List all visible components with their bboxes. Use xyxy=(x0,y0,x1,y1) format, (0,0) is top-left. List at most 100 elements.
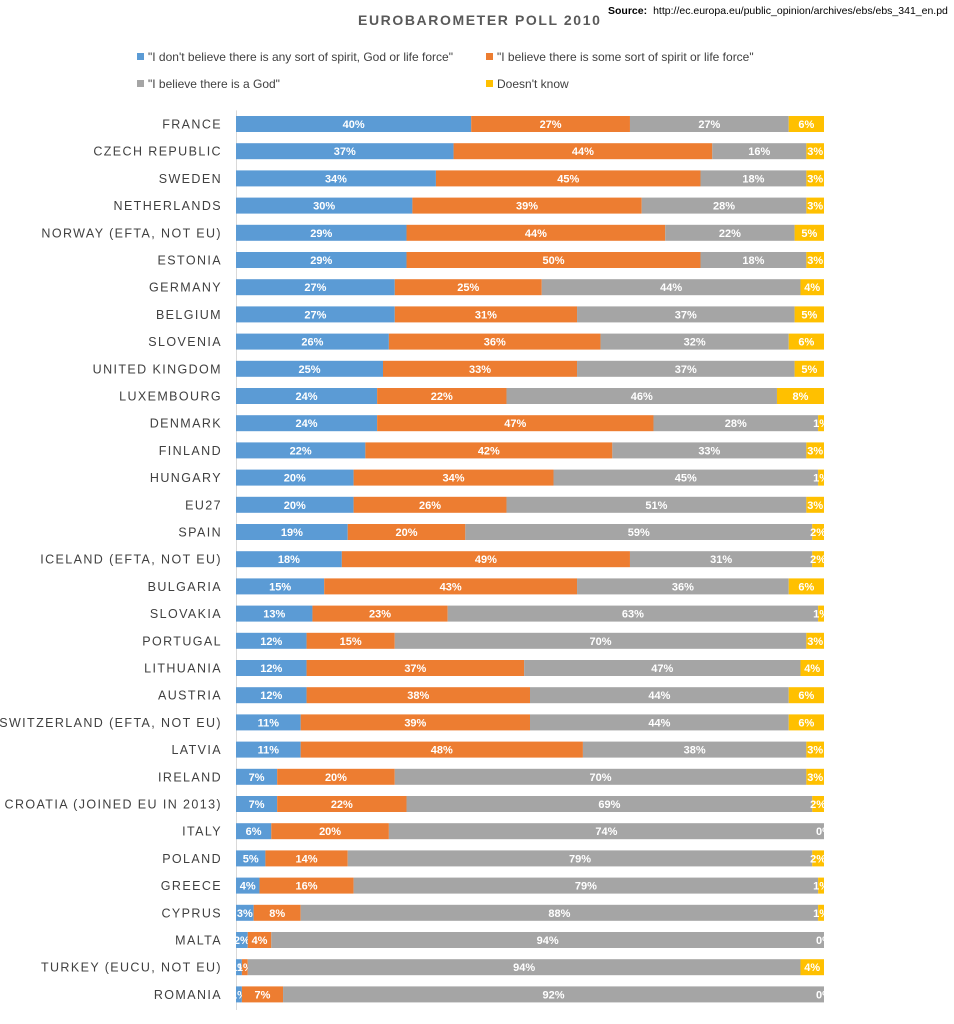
data-label-dont-know: 3% xyxy=(807,772,823,784)
bar-dont-know xyxy=(800,959,824,976)
data-label-dont-know: 2% xyxy=(810,853,826,865)
data-label-no-belief: 7% xyxy=(249,799,265,811)
category-label: AUSTRIA xyxy=(158,689,222,703)
data-label-no-belief: 26% xyxy=(301,337,323,349)
data-label-dont-know: 5% xyxy=(801,364,817,376)
data-label-no-belief: 25% xyxy=(298,364,320,376)
bar-spirit xyxy=(271,823,389,840)
data-label-spirit: 48% xyxy=(431,745,453,757)
bar-no-belief xyxy=(236,877,260,894)
data-label-no-belief: 34% xyxy=(325,173,347,185)
source-url[interactable]: http://ec.europa.eu/public_opinion/archi… xyxy=(653,5,948,17)
data-label-god: 36% xyxy=(672,581,694,593)
data-label-spirit: 15% xyxy=(340,636,362,648)
data-label-spirit: 38% xyxy=(407,690,429,702)
bar-dont-know xyxy=(806,197,824,214)
data-label-dont-know: 1% xyxy=(813,881,829,893)
data-label-spirit: 27% xyxy=(540,119,562,131)
bar-spirit xyxy=(471,116,630,132)
data-label-no-belief: 5% xyxy=(243,853,259,865)
data-label-spirit: 23% xyxy=(369,609,391,621)
data-label-no-belief: 12% xyxy=(260,690,282,702)
data-label-dont-know: 3% xyxy=(807,500,823,512)
data-label-dont-know: 8% xyxy=(793,391,809,403)
data-label-spirit: 36% xyxy=(484,337,506,349)
bar-no-belief xyxy=(236,986,242,1003)
bar-no-belief xyxy=(236,252,407,268)
category-label: CROATIA (JOINED EU IN 2013) xyxy=(5,798,222,812)
bar-dont-know xyxy=(794,306,824,323)
bar-no-belief xyxy=(236,687,307,704)
data-label-spirit: 16% xyxy=(296,881,318,893)
bar-god xyxy=(394,632,807,649)
data-label-god: 45% xyxy=(675,473,697,485)
data-label-spirit: 50% xyxy=(543,255,565,267)
data-label-god: 18% xyxy=(742,255,764,267)
data-label-no-belief: 22% xyxy=(290,445,312,457)
data-label-no-belief: 24% xyxy=(296,391,318,403)
bar-no-belief xyxy=(236,333,389,350)
bar-spirit xyxy=(300,741,583,758)
data-label-spirit: 47% xyxy=(504,418,526,430)
data-label-god: 32% xyxy=(684,337,706,349)
bar-god xyxy=(530,687,789,704)
bar-god xyxy=(653,415,819,432)
category-label: SLOVENIA xyxy=(148,335,222,349)
source-note[interactable]: Source: http://ec.europa.eu/public_opinio… xyxy=(608,5,954,17)
bar-spirit xyxy=(312,605,448,622)
data-label-no-belief: 11% xyxy=(258,745,280,757)
category-label: NETHERLANDS xyxy=(114,199,222,213)
bar-dont-know xyxy=(806,442,824,459)
bar-god xyxy=(629,116,789,132)
data-label-dont-know: 3% xyxy=(807,445,823,457)
bar-god xyxy=(300,904,819,921)
data-label-god: 46% xyxy=(631,391,653,403)
bar-spirit xyxy=(353,496,507,513)
bar-no-belief xyxy=(236,224,407,241)
category-label: FINLAND xyxy=(159,444,222,458)
data-label-no-belief: 2% xyxy=(234,935,250,947)
data-label-dont-know: 2% xyxy=(810,527,826,539)
bar-spirit xyxy=(341,551,630,568)
bar-spirit xyxy=(388,333,601,350)
data-label-no-belief: 12% xyxy=(260,636,282,648)
category-label: SPAIN xyxy=(178,526,222,540)
data-label-spirit: 43% xyxy=(440,581,462,593)
bar-god xyxy=(577,578,789,595)
data-label-no-belief: 6% xyxy=(246,826,262,838)
bar-no-belief xyxy=(236,796,278,812)
category-label: IRELAND xyxy=(158,770,222,784)
data-label-god: 74% xyxy=(595,826,617,838)
data-label-god: 88% xyxy=(548,908,570,920)
data-label-god: 44% xyxy=(660,282,682,294)
bar-no-belief xyxy=(236,823,272,840)
bar-god xyxy=(394,768,807,785)
data-label-god: 92% xyxy=(543,989,565,1001)
bar-god xyxy=(506,496,807,513)
bar-god xyxy=(577,360,795,377)
data-label-spirit: 45% xyxy=(557,173,579,185)
bar-spirit xyxy=(306,632,395,649)
bar-god xyxy=(247,959,801,976)
data-label-god: 79% xyxy=(569,853,591,865)
data-label-no-belief: 20% xyxy=(284,473,306,485)
bar-god xyxy=(465,524,813,540)
category-label: FRANCE xyxy=(162,118,222,132)
data-label-god: 33% xyxy=(698,445,720,457)
data-label-god: 47% xyxy=(651,663,673,675)
data-label-spirit: 39% xyxy=(404,717,426,729)
legend-swatch-spirit xyxy=(486,53,493,60)
data-label-spirit: 39% xyxy=(516,201,538,213)
data-label-no-belief: 24% xyxy=(296,418,318,430)
data-label-god: 94% xyxy=(513,962,535,974)
bar-dont-know xyxy=(818,904,824,921)
category-label: CYPRUS xyxy=(162,906,223,920)
bar-god xyxy=(347,850,813,867)
data-label-god: 37% xyxy=(675,309,697,321)
bar-dont-know xyxy=(806,252,824,268)
data-label-god: 22% xyxy=(719,228,741,240)
data-label-spirit: 42% xyxy=(478,445,500,457)
bar-no-belief xyxy=(236,524,348,540)
bar-spirit xyxy=(453,143,713,160)
